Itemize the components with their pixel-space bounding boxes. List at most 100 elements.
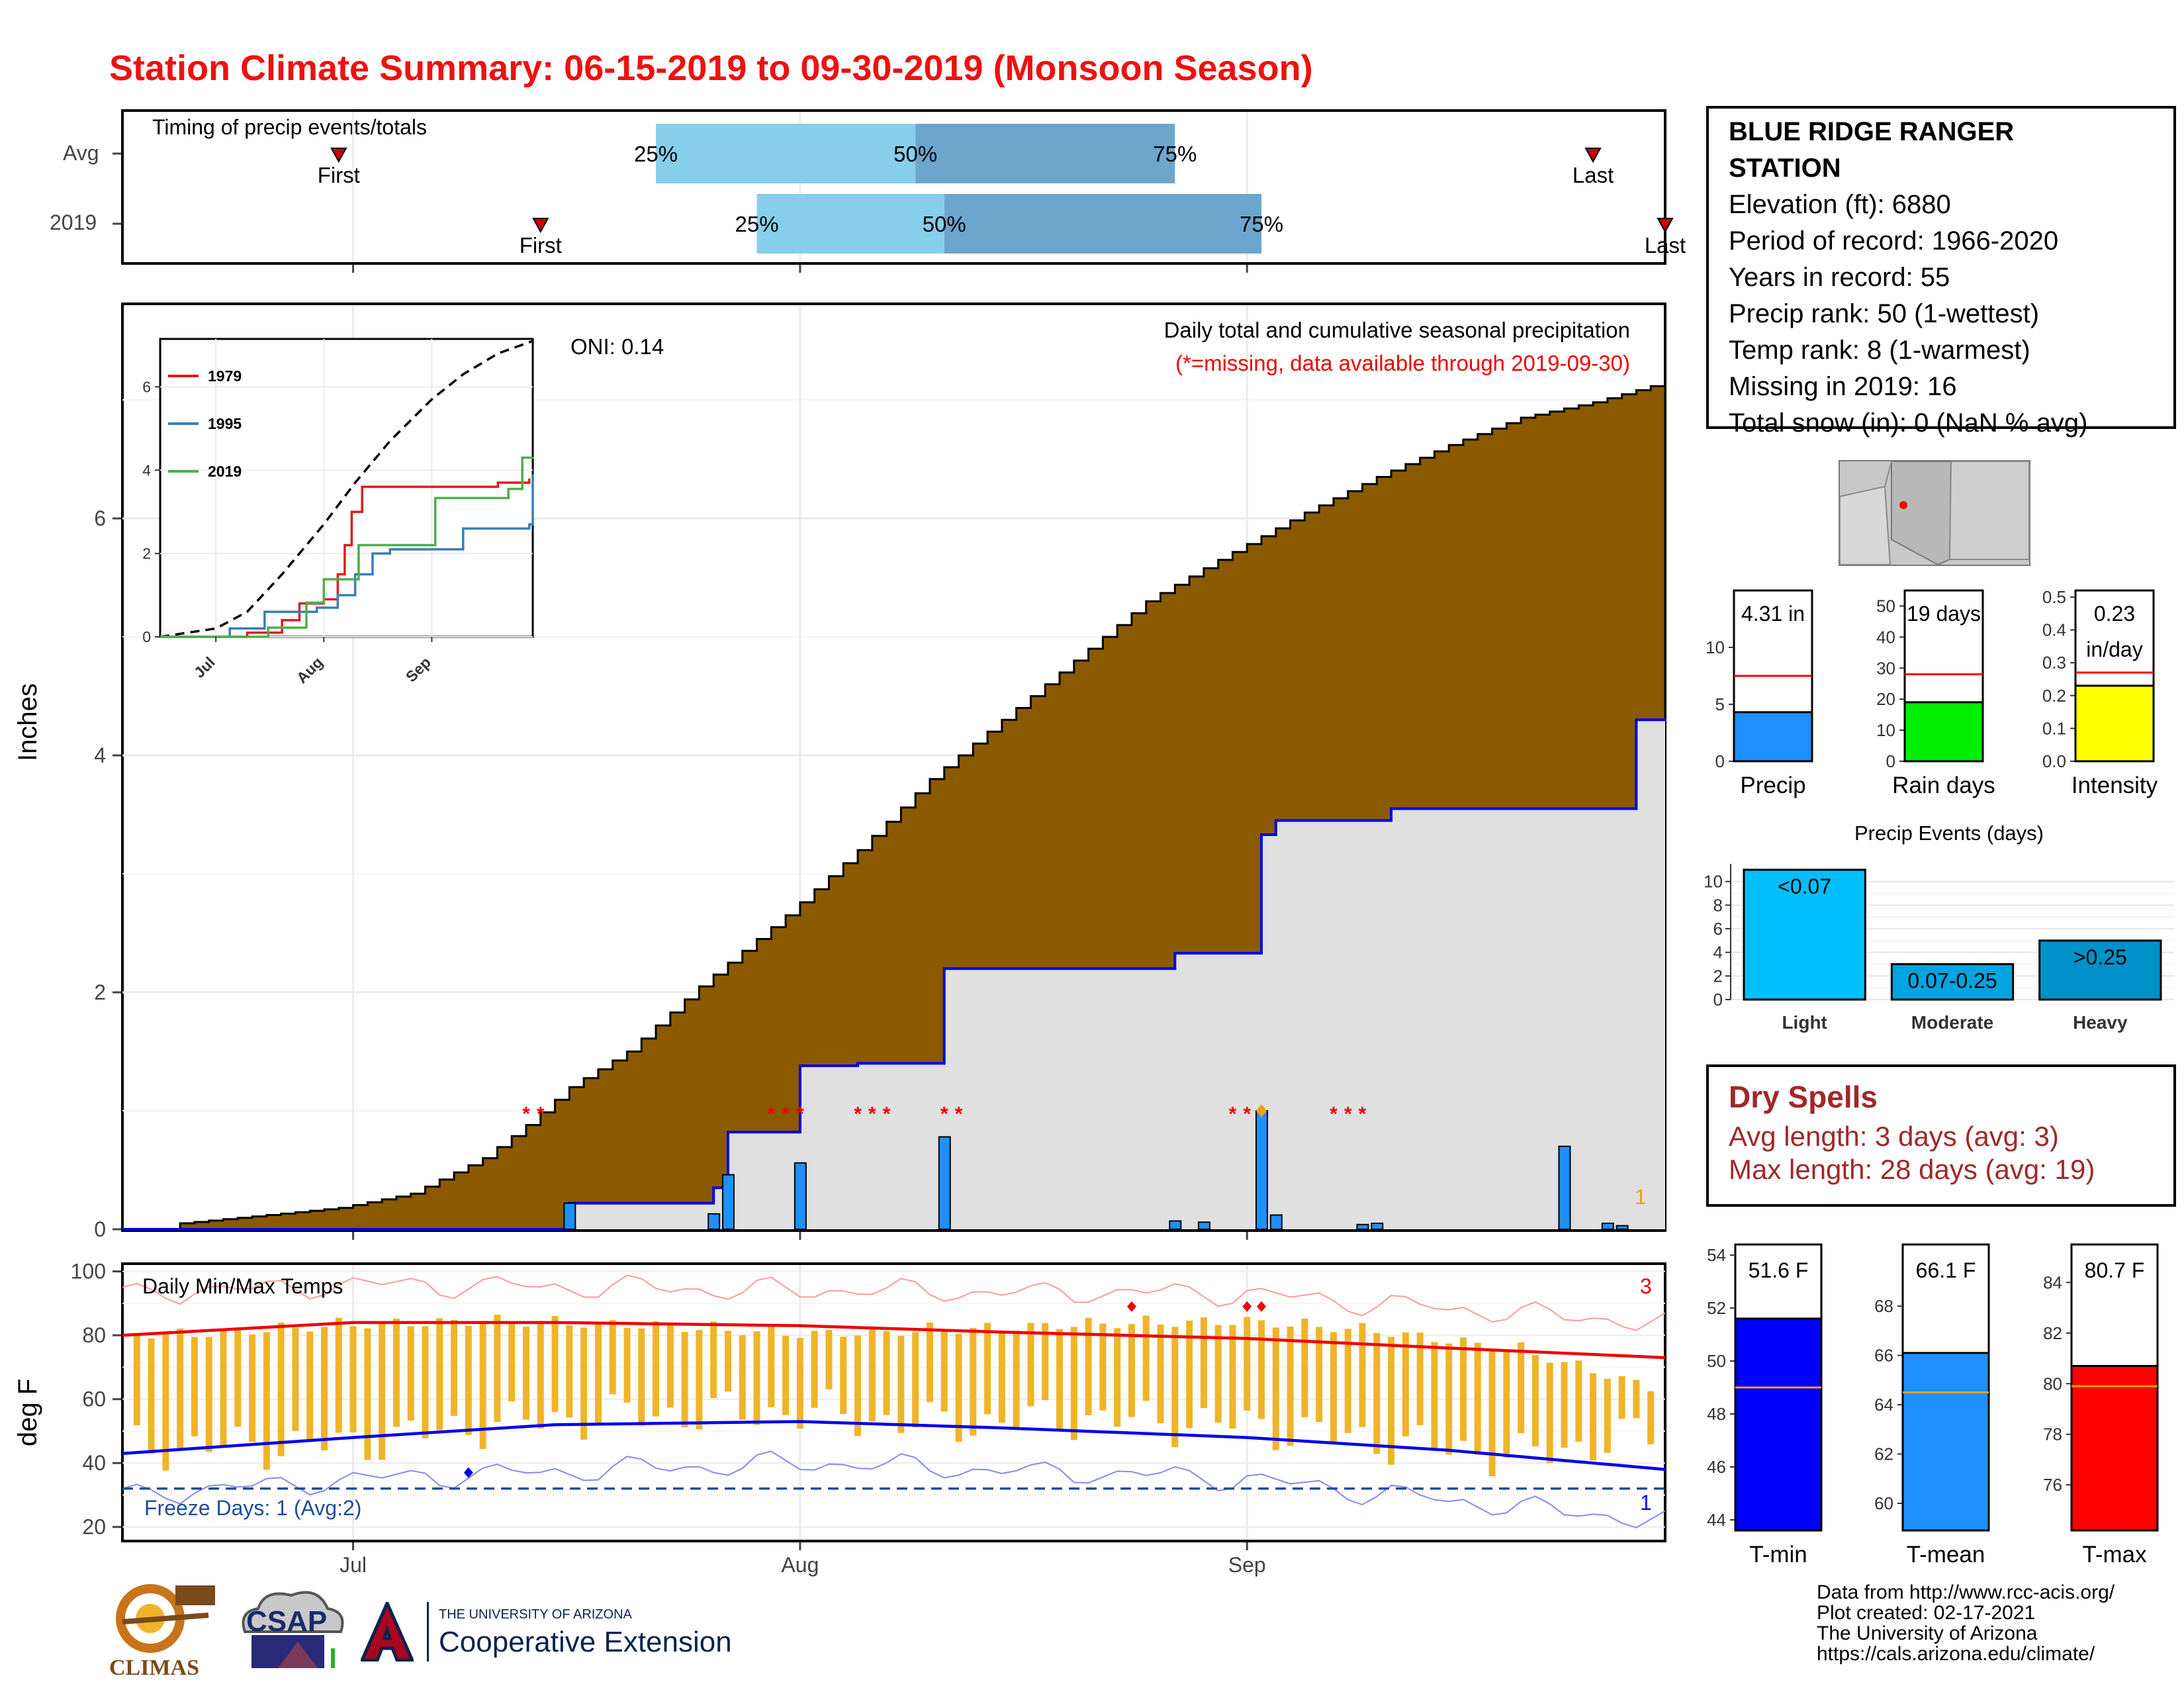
precip-events-chart: Precip Events (days) 0 2 4 6 8 10 <0.07 Light 0.0… <box>1704 821 2174 1033</box>
daily-temp-bar <box>710 1321 717 1398</box>
missing-day-marker: * <box>782 1103 790 1125</box>
temp-summary-ytick-label: 84 <box>2043 1272 2062 1292</box>
inset-ytick-label: 2 <box>142 545 151 562</box>
station-snow: Total snow (in): 0 (NaN % avg) <box>1729 408 2088 438</box>
daily-temp-bar <box>1575 1360 1582 1442</box>
daily-temp-bar <box>1445 1343 1453 1455</box>
page-title: Station Climate Summary: 06-15-2019 to 0… <box>109 48 1313 88</box>
daily-temp-bar <box>494 1314 501 1422</box>
timing-bar-second-half <box>915 124 1175 183</box>
daily-temp-bar <box>970 1328 977 1436</box>
timing-q75-label: 75% <box>1153 142 1197 166</box>
missing-day-marker: * <box>1359 1103 1367 1125</box>
daily-temp-bar <box>1171 1327 1179 1448</box>
missing-day-marker: * <box>1229 1103 1237 1125</box>
daily-temp-bar <box>782 1335 790 1415</box>
events-ytick-label: 4 <box>1713 943 1723 962</box>
daily-temp-bar <box>1099 1323 1107 1411</box>
daily-temp-bar <box>1272 1327 1279 1450</box>
temp-chart: 20 40 60 80 100 Jul Aug Sep <box>71 1260 1666 1577</box>
inset-legend-label: 2019 <box>208 463 242 480</box>
daily-temp-bar <box>1142 1315 1150 1401</box>
temp-summary-ytick-label: 64 <box>1874 1395 1893 1415</box>
daily-temp-bar <box>1561 1362 1568 1448</box>
station-elevation: Elevation (ft): 6880 <box>1729 190 1951 219</box>
summary-ytick-label: 5 <box>1715 694 1725 714</box>
missing-day-marker: * <box>1330 1103 1338 1125</box>
daily-temp-bar <box>508 1322 516 1401</box>
daily-temp-bar <box>220 1329 227 1447</box>
daily-temp-bar <box>883 1331 890 1415</box>
temp-summary-value-label: 66.1 F <box>1916 1258 1976 1282</box>
timing-title: Timing of precip events/totals <box>152 115 427 139</box>
timing-bar-first-half <box>756 194 944 254</box>
dry-spells-title: Dry Spells <box>1729 1080 1878 1114</box>
temp-xtick-label: Aug <box>781 1553 819 1577</box>
temp-summary-bar-T-max <box>2070 1365 2159 1532</box>
timing-last-marker <box>1584 148 1602 164</box>
daily-temp-bar <box>537 1323 544 1429</box>
events-category-label: Heavy <box>2073 1012 2128 1033</box>
daily-temp-bar <box>724 1331 731 1392</box>
daily-temp-bar <box>1114 1328 1121 1427</box>
timing-last-label: Last <box>1572 163 1614 187</box>
temp-summary-ytick-label: 76 <box>2043 1475 2062 1495</box>
events-category-label: Light <box>1782 1012 1827 1033</box>
inset-series-line-2019 <box>160 456 534 638</box>
daily-temp-bar <box>465 1325 472 1435</box>
events-bar-label: 0.07-0.25 <box>1907 969 1997 993</box>
daily-temp-bar <box>1316 1327 1323 1423</box>
daily-temp-bar <box>1042 1323 1049 1401</box>
daily-temp-bar <box>1301 1318 1308 1418</box>
daily-temp-bar <box>825 1330 833 1389</box>
temp-summary-ytick-label: 46 <box>1707 1457 1726 1477</box>
daily-temp-bar <box>638 1328 645 1426</box>
daily-precip-bar <box>1601 1223 1614 1230</box>
daily-temp-bar <box>1402 1332 1409 1436</box>
summary-ytick-label: 0.1 <box>2042 718 2066 738</box>
summary-ytick-label: 0.0 <box>2042 751 2066 771</box>
timing-q25-label: 25% <box>735 212 779 236</box>
daily-temp-bar <box>1214 1325 1222 1423</box>
daily-temp-bar <box>148 1338 155 1454</box>
daily-temp-bar <box>1344 1329 1351 1433</box>
csap-logo: CSAP <box>232 1585 351 1685</box>
summary-ytick-label: 0 <box>1886 751 1895 771</box>
temp-summary-category-label: T-min <box>1749 1542 1807 1568</box>
temp-summary-ytick-label: 48 <box>1707 1404 1726 1424</box>
daily-precip-bar <box>794 1162 807 1231</box>
record-max-line <box>122 1274 1666 1331</box>
timing-q25-label: 25% <box>634 142 678 166</box>
max-precip-marker <box>1256 1104 1267 1118</box>
daily-temp-bar <box>1474 1342 1481 1455</box>
station-name: BLUE RIDGE RANGER STATION <box>1729 117 2015 183</box>
temp-title: Daily Min/Max Temps <box>142 1274 343 1298</box>
record-high-marker <box>1126 1301 1136 1312</box>
climas-text: CLIMAS <box>109 1656 200 1680</box>
daily-temp-bar <box>551 1316 559 1413</box>
daily-temp-bar <box>1229 1325 1236 1429</box>
daily-temp-bar <box>594 1321 602 1426</box>
record-high-marker <box>1257 1301 1267 1312</box>
daily-temp-bar <box>666 1325 674 1408</box>
temp-summary-category-label: T-mean <box>1907 1542 1985 1568</box>
daily-temp-bar <box>249 1334 256 1442</box>
events-bar-label: >0.25 <box>2073 945 2127 969</box>
climas-logo: CLIMAS <box>109 1582 218 1681</box>
summary-bar-Intensity <box>2074 684 2155 763</box>
missing-day-marker: * <box>940 1103 948 1125</box>
daily-temp-bar <box>1070 1327 1077 1440</box>
daily-precip-bar <box>1558 1145 1571 1230</box>
precip-corner-count: 1 <box>1635 1185 1647 1209</box>
daily-temp-bar <box>1013 1331 1020 1430</box>
temp-ylabel: deg F <box>13 1378 42 1446</box>
daily-temp-bar <box>407 1326 414 1421</box>
inset-series-line-Avg <box>159 340 533 638</box>
daily-temp-bar <box>580 1327 588 1440</box>
temp-summary-bar-T-mean <box>1901 1352 1990 1532</box>
daily-temp-bar <box>1085 1317 1092 1415</box>
daily-temp-bar <box>912 1332 919 1428</box>
daily-temp-bar <box>349 1326 357 1432</box>
daily-temp-bar <box>768 1326 775 1407</box>
